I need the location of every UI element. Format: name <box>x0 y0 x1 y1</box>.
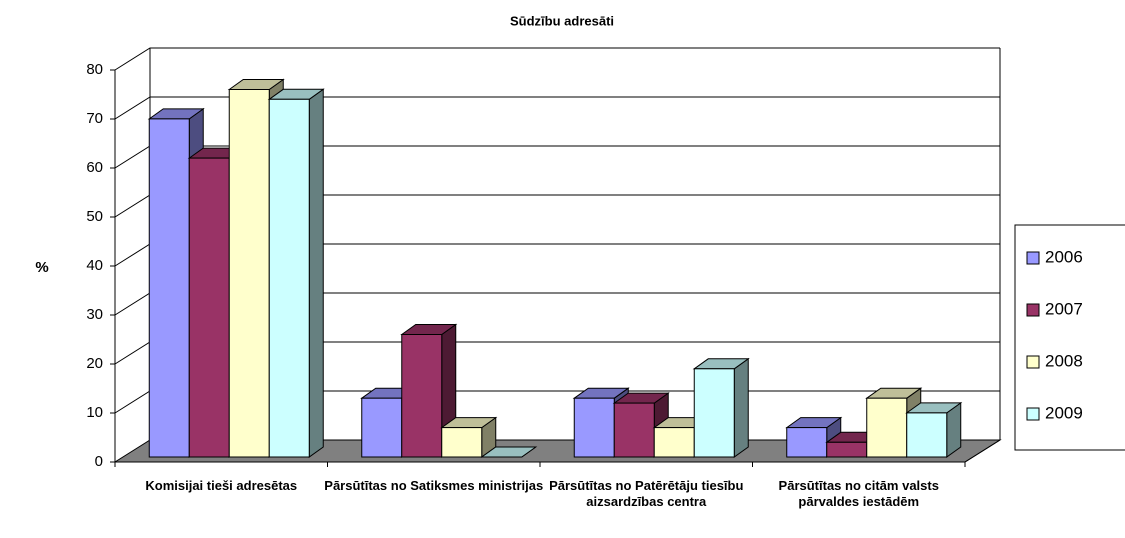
legend-swatch <box>1026 251 1040 265</box>
bar <box>573 397 615 458</box>
y-tick-label: 40 <box>86 257 103 274</box>
bar <box>826 441 868 458</box>
legend-swatch <box>1026 407 1040 421</box>
grid-line <box>114 47 1000 71</box>
y-tick-label: 10 <box>86 404 103 421</box>
legend-label: 2007 <box>1045 299 1083 318</box>
legend-label: 2009 <box>1045 403 1083 422</box>
x-tick-label: Pārsūtītas no Patērētāju tiesību aizsard… <box>549 478 744 509</box>
legend-swatch <box>1026 355 1040 369</box>
bar-side <box>308 88 324 458</box>
y-tick-label: 20 <box>86 355 103 372</box>
y-tick-label: 70 <box>86 110 103 127</box>
x-tick-label: Pārsūtītas no citām valsts pārvaldes ies… <box>778 478 939 509</box>
y-tick-label: 80 <box>86 61 103 78</box>
bar <box>441 427 483 458</box>
y-tick-label: 30 <box>86 306 103 323</box>
chart-title: Sūdzību adresāti <box>510 13 614 28</box>
y-tick-label: 60 <box>86 159 103 176</box>
y-axis-label: % <box>35 259 48 276</box>
bar <box>228 89 270 458</box>
bar <box>653 427 695 458</box>
bar <box>866 397 908 458</box>
bar <box>401 334 443 458</box>
bar-side <box>733 357 749 458</box>
bar <box>148 118 190 458</box>
bar-top <box>480 446 538 458</box>
y-tick-label: 50 <box>86 208 103 225</box>
y-tick-label: 0 <box>95 453 103 470</box>
x-tick-label: Pārsūtītas no Satiksmes ministrijas <box>324 478 544 493</box>
grid-line <box>114 96 1000 120</box>
bar <box>786 427 828 458</box>
bar <box>268 98 310 458</box>
legend-label: 2006 <box>1045 247 1083 266</box>
bar <box>906 412 948 458</box>
bar <box>693 368 735 458</box>
bar <box>188 157 230 458</box>
legend-label: 2008 <box>1045 351 1083 370</box>
x-tick-label: Komisijai tieši adresētas <box>145 478 298 493</box>
bar <box>613 402 655 458</box>
legend-swatch <box>1026 303 1040 317</box>
bar <box>361 397 403 458</box>
floor-right <box>964 439 1001 463</box>
